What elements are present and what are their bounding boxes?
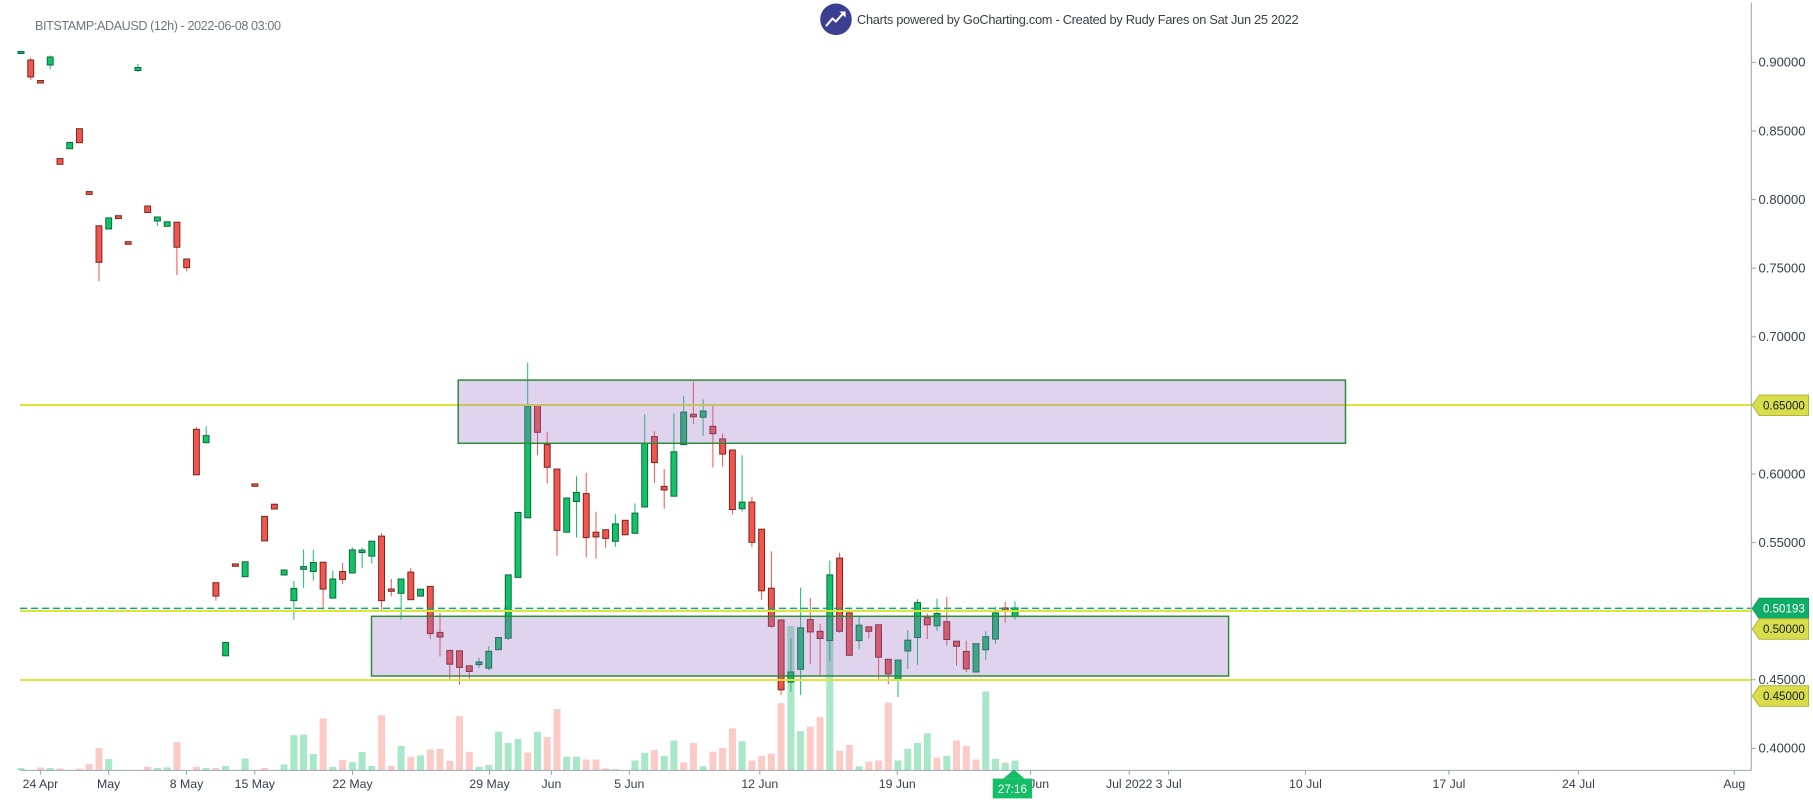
svg-text:15 May: 15 May — [235, 777, 276, 791]
svg-text:0.50193: 0.50193 — [1763, 603, 1805, 616]
svg-text:BITSTAMP:ADAUSD (12h) - 2022-0: BITSTAMP:ADAUSD (12h) - 2022-06-08 03:00 — [35, 19, 281, 33]
svg-text:3 Jul: 3 Jul — [1156, 777, 1182, 791]
svg-text:22 May: 22 May — [332, 777, 373, 791]
svg-text:Jul 2022: Jul 2022 — [1106, 777, 1153, 791]
svg-text:12 Jun: 12 Jun — [741, 777, 778, 791]
svg-text:May: May — [97, 777, 121, 791]
svg-text:0.65000: 0.65000 — [1763, 400, 1805, 413]
svg-text:0.70000: 0.70000 — [1759, 329, 1806, 344]
svg-text:10 Jul: 10 Jul — [1289, 777, 1322, 791]
svg-text:0.60000: 0.60000 — [1759, 466, 1806, 481]
svg-text:8 May: 8 May — [170, 777, 204, 791]
svg-text:0.45000: 0.45000 — [1759, 672, 1806, 687]
svg-text:Charts powered by GoCharting.c: Charts powered by GoCharting.com - Creat… — [857, 12, 1299, 27]
svg-text:0.45000: 0.45000 — [1763, 690, 1805, 703]
svg-text:27:16: 27:16 — [998, 783, 1027, 796]
svg-text:Aug: Aug — [1723, 777, 1745, 791]
svg-text:Jun: Jun — [541, 777, 561, 791]
svg-text:24 Jul: 24 Jul — [1562, 777, 1595, 791]
svg-text:19 Jun: 19 Jun — [879, 777, 916, 791]
svg-text:0.55000: 0.55000 — [1759, 535, 1806, 550]
svg-text:0.40000: 0.40000 — [1759, 741, 1806, 756]
svg-text:24 Apr: 24 Apr — [23, 777, 59, 791]
svg-text:0.75000: 0.75000 — [1759, 261, 1806, 276]
svg-text:5 Jun: 5 Jun — [614, 777, 644, 791]
svg-text:0.50000: 0.50000 — [1763, 623, 1805, 636]
svg-text:0.85000: 0.85000 — [1759, 123, 1806, 138]
svg-text:17 Jul: 17 Jul — [1432, 777, 1465, 791]
svg-text:0.80000: 0.80000 — [1759, 192, 1806, 207]
svg-text:0.90000: 0.90000 — [1759, 55, 1806, 70]
svg-text:29 May: 29 May — [469, 777, 510, 791]
